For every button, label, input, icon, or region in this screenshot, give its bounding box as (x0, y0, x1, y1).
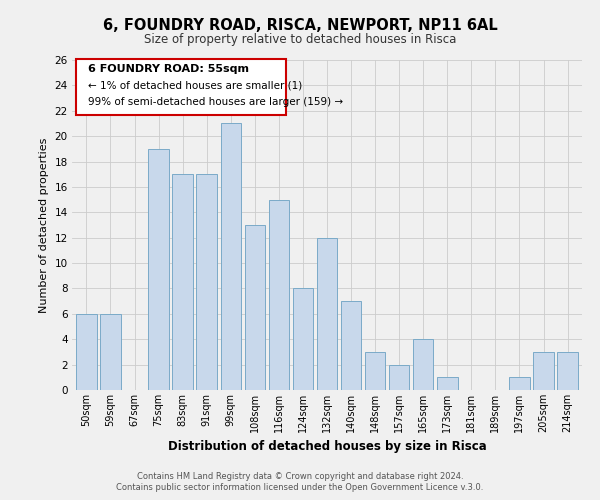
X-axis label: Distribution of detached houses by size in Risca: Distribution of detached houses by size … (167, 440, 487, 454)
Bar (437, 378, 458, 390)
Bar (293, 288, 313, 390)
Bar (245, 225, 265, 390)
Bar (317, 238, 337, 390)
Bar (148, 149, 169, 390)
Bar (221, 124, 241, 390)
Bar (100, 314, 121, 390)
Text: 99% of semi-detached houses are larger (159) →: 99% of semi-detached houses are larger (… (88, 97, 343, 107)
Text: 6, FOUNDRY ROAD, RISCA, NEWPORT, NP11 6AL: 6, FOUNDRY ROAD, RISCA, NEWPORT, NP11 6A… (103, 18, 497, 32)
Bar (196, 174, 217, 390)
Bar (533, 352, 554, 390)
Bar (557, 352, 578, 390)
Y-axis label: Number of detached properties: Number of detached properties (39, 138, 49, 312)
Bar (365, 352, 385, 390)
Bar (389, 364, 409, 390)
Text: 6 FOUNDRY ROAD: 55sqm: 6 FOUNDRY ROAD: 55sqm (88, 64, 248, 74)
Bar (76, 314, 97, 390)
Bar (341, 301, 361, 390)
Bar (172, 174, 193, 390)
Text: Contains public sector information licensed under the Open Government Licence v.: Contains public sector information licen… (116, 484, 484, 492)
Bar (509, 378, 530, 390)
FancyBboxPatch shape (76, 58, 286, 114)
Text: Size of property relative to detached houses in Risca: Size of property relative to detached ho… (144, 32, 456, 46)
Bar (413, 339, 433, 390)
Text: ← 1% of detached houses are smaller (1): ← 1% of detached houses are smaller (1) (88, 80, 302, 90)
Text: Contains HM Land Registry data © Crown copyright and database right 2024.: Contains HM Land Registry data © Crown c… (137, 472, 463, 481)
Bar (269, 200, 289, 390)
